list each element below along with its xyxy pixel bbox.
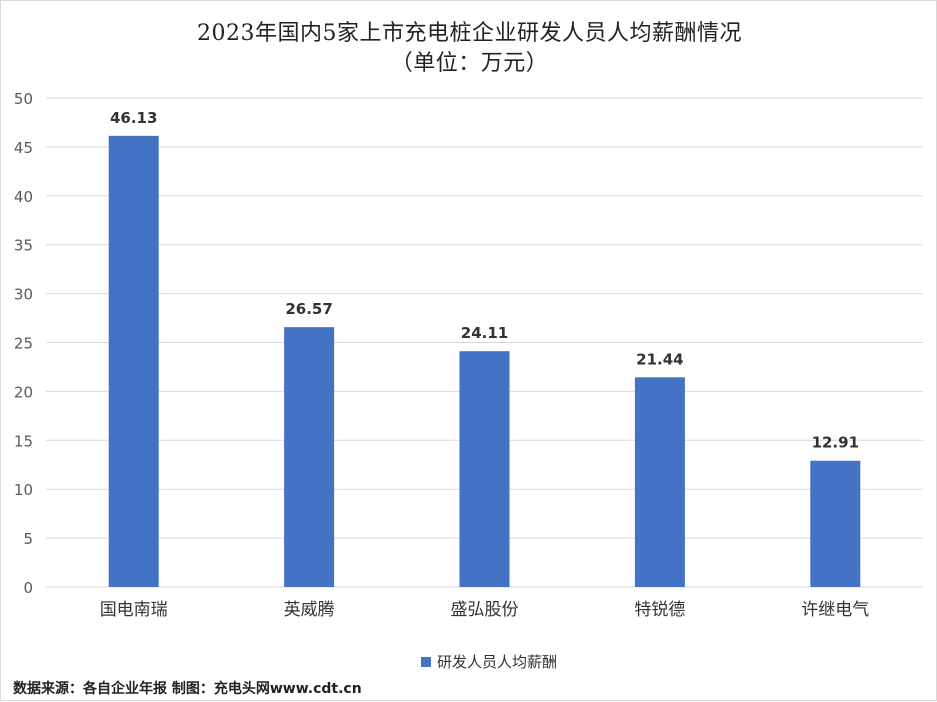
y-tick-label: 20 (14, 383, 33, 401)
bar (810, 460, 861, 587)
legend-label: 研发人员人均薪酬 (437, 653, 558, 671)
y-tick-label: 5 (23, 530, 33, 548)
y-tick-label: 30 (14, 286, 33, 304)
chart-title: 2023年国内5家上市充电桩企业研发人员人均薪酬情况 (197, 21, 742, 46)
y-tick-label: 50 (14, 90, 33, 108)
y-tick-label: 25 (14, 335, 33, 353)
y-tick-label: 45 (14, 139, 33, 157)
data-label: 24.11 (461, 324, 508, 342)
data-label: 26.57 (285, 300, 332, 318)
source-footer: 数据来源：各自企业年报 制图：充电头网www.cdt.cn (13, 681, 362, 697)
bar (284, 327, 335, 587)
y-tick-label: 15 (14, 432, 33, 450)
bar (634, 377, 685, 587)
x-tick-label: 特锐德 (634, 600, 685, 620)
data-label: 12.91 (812, 434, 859, 452)
chart-subtitle: （单位：万元） (390, 51, 549, 76)
y-tick-label: 0 (23, 579, 33, 597)
x-tick-label: 盛弘股份 (451, 600, 519, 620)
y-tick-label: 35 (14, 237, 33, 255)
legend: 研发人员人均薪酬 (421, 651, 557, 672)
y-tick-label: 10 (14, 481, 33, 499)
legend-swatch (421, 656, 431, 667)
x-tick-label: 许继电气 (801, 600, 869, 620)
data-label: 46.13 (110, 109, 157, 127)
y-tick-label: 40 (14, 188, 33, 206)
x-tick-label: 英威腾 (284, 600, 335, 620)
data-label: 21.44 (636, 350, 683, 368)
bar (459, 351, 510, 587)
bar (108, 135, 159, 587)
x-tick-label: 国电南瑞 (100, 600, 168, 620)
